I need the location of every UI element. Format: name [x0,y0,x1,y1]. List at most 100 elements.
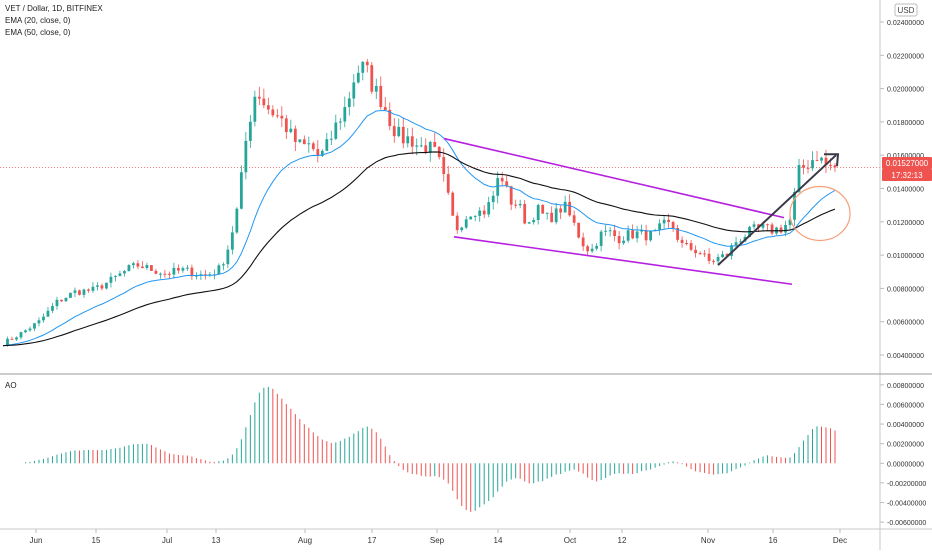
candle-body [581,237,585,247]
candle-body [455,215,459,231]
candle-body [572,215,576,223]
candle-body [406,136,410,144]
candle-body [649,230,653,241]
ao-tick-label: 0.00000000 [887,461,924,468]
candle-body [244,140,248,173]
candle-body [716,257,720,262]
candle-body [177,268,180,271]
candle-body [554,208,558,223]
candle-body [172,268,176,275]
candle-body [793,191,796,220]
candle-body [811,160,814,169]
channel-lower-line[interactable] [453,235,793,286]
candle-body [532,219,536,223]
candle-body [433,141,437,147]
ema50-legend: EMA (50, close, 0) [5,28,71,37]
candle-body [302,139,306,145]
candle-body [91,286,95,291]
candle-body [316,149,320,156]
candle-body [815,160,819,162]
candle-body [46,310,50,317]
time-tick-label: Nov [701,536,715,545]
candle-body [248,121,252,141]
candle-body [622,240,626,244]
candle-body [185,267,189,269]
candle-body [298,139,302,142]
price-tick-label: 0.01800000 [887,120,924,127]
candle-body [734,242,738,246]
candle-body [253,96,257,122]
candle-body [685,243,688,245]
candle-body [271,109,275,116]
candle-body [154,270,158,274]
candle-body [698,253,702,255]
ao-tick-label: -0.00400000 [887,500,926,507]
candle-body [482,210,486,215]
candle-body [509,186,513,205]
candle-body [24,330,27,333]
candle-body [523,203,527,224]
candle-body [365,61,369,66]
channel-upper-line[interactable] [443,137,785,219]
candle-body [96,285,99,287]
candle-body [190,267,194,277]
candle-body [352,82,356,99]
price-tick-label: 0.02000000 [887,87,924,94]
candle-body [347,98,351,108]
candle-body [343,107,347,122]
candle-body [289,128,293,133]
trend-arrow-line[interactable] [717,154,837,266]
candle-body [829,164,832,166]
candle-body [311,143,315,150]
trend-arrow-head[interactable] [824,153,840,167]
price-tick-label: 0.01000000 [887,253,924,260]
candle-body [451,192,455,216]
candle-body [766,224,769,226]
countdown-label: 17:32:13 [891,171,923,180]
candle-body [640,230,644,232]
candle-body [631,230,635,239]
candle-body [329,138,333,140]
candle-body [550,212,554,223]
candle-body [770,224,774,234]
candle-body [617,236,621,244]
candle-body [159,273,162,275]
currency-badge[interactable]: USD [898,6,915,15]
candle-body [136,263,140,267]
candle-body [707,253,711,261]
candle-body [635,231,639,239]
ema50-line [2,151,836,347]
time-tick-label: Sep [430,536,445,545]
candle-body [604,230,608,232]
candle-body [671,222,675,229]
candle-body [527,222,531,224]
candle-body [150,265,153,271]
candle-body [293,128,297,142]
candle-body [676,228,679,240]
candle-body [168,273,171,275]
candle-body [284,118,288,133]
currency-badge-box[interactable] [894,3,918,17]
price-tick-label: 0.02200000 [887,53,924,60]
time-tick-label: Jul [162,536,172,545]
candle-body [127,265,131,272]
price-tick-label: 0.00400000 [887,353,924,360]
candle-body [446,174,450,193]
time-tick-label: 13 [212,536,221,545]
last-price-label: 0.01527000 [886,159,929,168]
time-tick-label: Oct [564,536,577,545]
candle-body [518,203,522,206]
candle-body [586,246,590,252]
candle-body [262,98,266,106]
candle-body [280,115,284,119]
ema20-line [2,109,836,347]
candle-body [307,143,311,145]
candle-body [217,265,221,275]
candle-body [514,204,518,206]
candle-body [221,264,225,266]
candle-body [689,243,693,250]
highlight-circle[interactable] [789,185,851,242]
candle-body [541,205,545,214]
candle-body [82,289,86,295]
